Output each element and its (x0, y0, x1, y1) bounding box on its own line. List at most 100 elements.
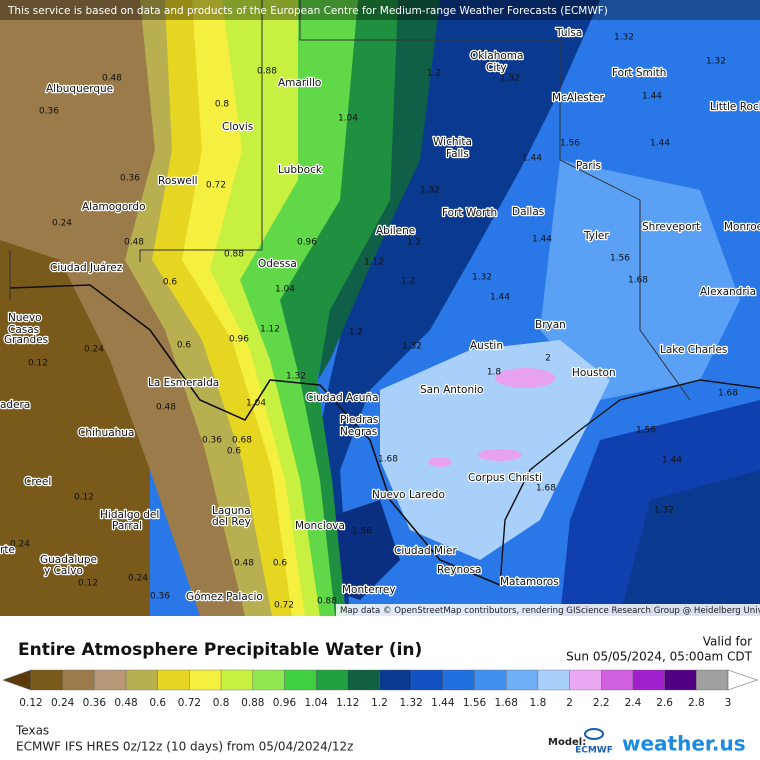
valid-time: Sun 05/05/2024, 05:00am CDT (566, 650, 752, 664)
place-label: Shreveport (642, 221, 700, 233)
contour-label: 0.96 (229, 335, 249, 345)
model-logo: ECMWF (575, 746, 613, 756)
region: Texas (15, 724, 49, 738)
place-label: McAlester (552, 92, 604, 104)
place-label: La Esmeralda (148, 377, 219, 389)
contour-label: 1.32 (706, 57, 726, 67)
contour-label: 1.44 (532, 235, 552, 245)
run-info: ECMWF IFS HRES 0z/12z (10 days) from 05/… (16, 740, 353, 754)
model-label: Model: (548, 737, 586, 748)
notice: This service is based on data and produc… (7, 5, 608, 17)
contour-label: 0.48 (234, 559, 254, 569)
colorbar-tick-label: 0.24 (51, 697, 75, 709)
place-label: Hidalgo del (100, 509, 159, 521)
contour-label: 0.6 (227, 447, 242, 457)
contour-label: 1.2 (427, 69, 441, 79)
place-label: Houston (572, 367, 616, 379)
model-logo-mark (584, 728, 604, 740)
contour-label: 0.24 (128, 574, 148, 584)
field-band (210, 0, 320, 616)
contour-label: 0.24 (10, 540, 30, 550)
brand[interactable]: weather.us (622, 732, 746, 756)
contour-layer: 1.32 1.32 1.32 0.48 0.88 1.2 1.44 0.36 0.8 1.04 1.… (10, 33, 738, 611)
colorbar-swatch (410, 669, 444, 691)
colorbar-swatch (569, 669, 602, 691)
contour-label: 0.12 (78, 579, 98, 589)
contour-label: 1.68 (536, 484, 556, 494)
place-label: y Calvo (44, 565, 83, 577)
place-label: Falls (446, 148, 469, 160)
legend-panel: Entire Atmosphere Precipitable Water (in… (2, 635, 758, 709)
contour-label: 1.12 (364, 258, 384, 268)
place-label: Creel (24, 476, 51, 488)
place-label: Casas (8, 324, 39, 336)
colorbar-tick-label: 0.72 (178, 697, 201, 709)
contour-label: 1.56 (352, 527, 372, 537)
place-label: Monterrey (342, 584, 396, 596)
colorbar-tick-label: 1.2 (371, 697, 388, 709)
valid-label: Valid for (703, 635, 752, 649)
colorbar-swatch (506, 669, 539, 691)
contour-label: 0.6 (177, 341, 192, 351)
place-label: Alexandria (700, 286, 756, 298)
place-label: Nuevo (8, 312, 42, 324)
contour-label: 0.88 (224, 250, 244, 260)
colorbar-tick-label: 2.6 (656, 697, 673, 709)
contour-label: 1.56 (610, 254, 630, 264)
place-label: Ciudad Acuña (306, 392, 379, 404)
colorbar-low (2, 669, 32, 691)
contour-label: 0.24 (52, 219, 72, 229)
contour-label: 0.36 (39, 107, 59, 117)
place-label: Ciudad Mier (394, 545, 457, 557)
attribution: Map data © OpenStreetMap contributors, r… (340, 606, 760, 616)
colorbar-swatch (474, 669, 507, 691)
contour-label: 1.2 (401, 277, 415, 287)
contour-label: 1.32 (420, 186, 440, 196)
colorbar-tick-label: 2.4 (625, 697, 642, 709)
place-label: Matamoros (500, 576, 559, 588)
field-band (495, 368, 555, 388)
colorbar-tick-label: 0.8 (213, 697, 230, 709)
colorbar-tick-label: 0.88 (241, 697, 264, 709)
contour-label: 0.48 (156, 403, 176, 413)
contour-label: 1.04 (338, 114, 358, 124)
attribution-bg (336, 604, 760, 616)
colorbar-swatch (30, 669, 63, 691)
contour-label: 0.72 (274, 601, 294, 611)
contour-label: 0.12 (28, 359, 48, 369)
field-band (182, 0, 307, 616)
contour-label: 1.44 (522, 154, 542, 164)
contour-label: 1.68 (718, 389, 738, 399)
legend-title: Entire Atmosphere Precipitable Water (in… (18, 640, 422, 660)
place-label: Tyler (583, 230, 609, 242)
place-label: San Antonio (420, 384, 483, 396)
colorbar-tick-label: 0.96 (273, 697, 297, 709)
colorbar-swatch (220, 669, 253, 691)
colorbar-tick-label: 1.44 (431, 697, 455, 709)
colorbar-tick-label: 1.56 (463, 697, 487, 709)
place-label: Grandes (4, 334, 48, 346)
colorbar-swatch (315, 669, 349, 691)
place-label: Dallas (512, 206, 544, 218)
contour-label: 0.6 (163, 278, 178, 288)
colorbar-swatch (379, 669, 412, 691)
contour-label: 1.44 (650, 139, 670, 149)
field-band (0, 0, 250, 616)
contour-label: 1.56 (560, 139, 580, 149)
contour-label: 1.32 (500, 74, 520, 84)
contour-label: 1.04 (275, 285, 295, 295)
place-label: Paris (576, 160, 601, 172)
contour-label: 1.68 (378, 455, 398, 465)
field-band (280, 0, 400, 616)
place-label: adera (0, 399, 30, 411)
place-label: Piedras (340, 414, 378, 426)
field-band (428, 457, 452, 467)
place-label: Oklahoma (470, 50, 523, 62)
place-label: Parral (112, 520, 142, 532)
colorbar-swatch (442, 669, 475, 691)
contour-label: 1.32 (472, 273, 492, 283)
colorbar-swatch (632, 669, 665, 691)
place-label: Ciudad Juárez (50, 262, 123, 274)
place-label: Reynosa (437, 564, 481, 576)
notice-bar (0, 0, 760, 20)
